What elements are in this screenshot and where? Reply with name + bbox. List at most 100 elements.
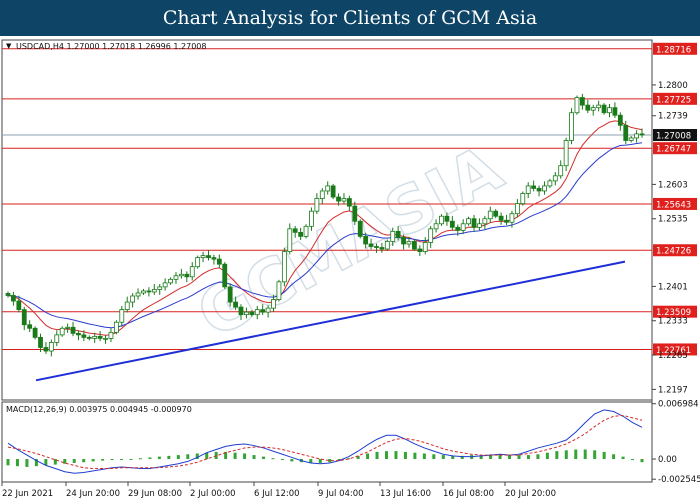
candle-body [471, 218, 477, 228]
candle-body [639, 133, 645, 136]
candle-body [617, 114, 623, 126]
candle-body [227, 286, 233, 303]
macd-line [7, 409, 643, 474]
candle-body [54, 334, 60, 343]
candle-body [151, 289, 157, 293]
time-tick-label-1: 24 Jun 20:00 [66, 489, 120, 499]
macd-histogram-bar [186, 454, 190, 460]
macd-histogram-bar [526, 455, 530, 460]
candle-body [244, 311, 249, 316]
level-label-box-4 [653, 244, 697, 257]
candle-body [498, 215, 504, 221]
level-label-4: 1.24726 [656, 247, 691, 257]
candle-body [113, 321, 119, 333]
candle-body [585, 104, 591, 111]
candle-body [11, 295, 16, 302]
macd-histogram-bar [460, 455, 464, 460]
price-tick-label-7: 1.2197 [658, 385, 688, 395]
macd-histogram-bar [498, 454, 502, 460]
macd-histogram-bar [508, 455, 512, 460]
level-label-box-6 [653, 343, 697, 356]
candle-body [184, 273, 190, 278]
macd-histogram-bar [328, 459, 332, 463]
price-tick-label-6: 1.2265 [658, 351, 688, 361]
level-label-0: 1.28716 [656, 45, 691, 55]
price-tick-label-1: 1.2739 [658, 112, 688, 122]
candle-body [422, 242, 428, 252]
macd-histogram-bar [413, 452, 417, 460]
candle-body [552, 175, 558, 182]
macd-histogram-bar [564, 450, 568, 460]
candle-body [298, 231, 304, 237]
candle-body [265, 307, 271, 313]
macd-histogram-bar [205, 452, 209, 460]
candle-body [346, 198, 352, 207]
candle-body [336, 196, 341, 202]
candle-body [59, 327, 65, 336]
candle-body [271, 299, 276, 309]
candle-body [130, 295, 136, 303]
macd-histogram-bar [403, 451, 407, 460]
candle-body [319, 190, 325, 199]
macd-info-label: MACD(12,26,9) 0.003975 0.004945 -0.00097… [6, 405, 192, 414]
candle-body [309, 210, 314, 227]
candle-body [168, 278, 173, 284]
candle-body [260, 309, 266, 313]
macd-histogram-bar [129, 459, 133, 461]
candle-body [108, 331, 114, 339]
candle-body [460, 223, 466, 231]
macd-tick-label-2: -0.002545 [658, 475, 700, 485]
candle-body [368, 243, 374, 247]
candle-body [542, 185, 547, 192]
candle-body [558, 165, 564, 177]
candle-body [238, 306, 244, 316]
level-label-box-0 [653, 42, 697, 55]
candle-body [303, 225, 309, 237]
moving-average-fast [7, 120, 643, 336]
candle-body [579, 97, 585, 106]
macd-histogram-bar [271, 458, 275, 460]
macd-histogram-bar [555, 451, 559, 460]
candle-body [520, 193, 526, 204]
macd-histogram-bar [602, 451, 606, 460]
candle-body [211, 257, 217, 260]
candle-body [444, 215, 450, 222]
candle-body [254, 309, 260, 316]
candle-body [352, 205, 358, 222]
candle-body [449, 220, 455, 228]
candle-body [189, 266, 195, 278]
candle-body [607, 107, 612, 114]
macd-histogram-bar [394, 451, 398, 460]
candle-body [124, 301, 130, 311]
candle-body [86, 336, 92, 339]
candle-body [21, 309, 27, 326]
candle-body [384, 241, 390, 250]
candle-body [65, 326, 71, 329]
macd-histogram-bar [545, 452, 549, 460]
candle-body [206, 255, 211, 259]
candle-body [43, 347, 49, 352]
macd-histogram-bar [82, 459, 86, 463]
candle-body [146, 290, 152, 293]
macd-histogram-bar [479, 455, 483, 460]
candle-body [92, 335, 98, 339]
time-tick-label-5: 9 Jul 04:00 [318, 489, 364, 499]
candle-body [590, 107, 596, 111]
candle-body [433, 223, 439, 230]
candle-body [141, 290, 146, 294]
candle-body [623, 124, 629, 141]
macd-histogram-bar [631, 459, 635, 461]
macd-histogram-bar [422, 453, 426, 460]
candle-body [38, 336, 43, 348]
candle-body [601, 104, 607, 114]
candle-body [341, 198, 347, 202]
time-tick-label-7: 16 Jul 08:00 [443, 489, 494, 499]
time-tick-label-6: 13 Jul 16:00 [380, 489, 431, 499]
current-price-label-box [653, 129, 697, 142]
candle-body [70, 326, 76, 334]
macd-histogram-bar [91, 459, 95, 462]
level-label-box-1 [653, 92, 697, 105]
macd-histogram-bar [224, 451, 228, 460]
candle-body [330, 185, 336, 198]
candle-body [531, 185, 537, 189]
